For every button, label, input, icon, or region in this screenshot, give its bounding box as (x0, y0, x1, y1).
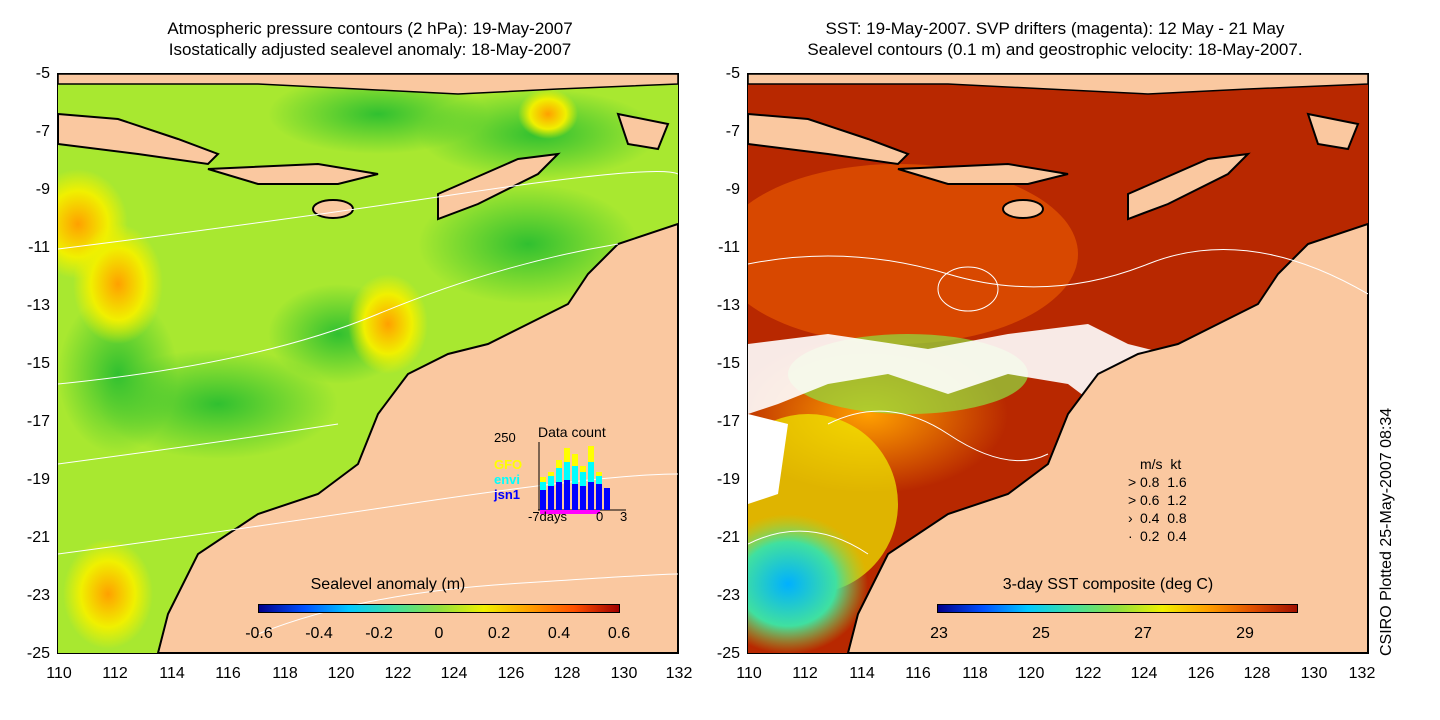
lat-tick: -25 (26, 645, 50, 662)
vel-row: >0.8 1.6 (1128, 474, 1187, 490)
lon-tick: 122 (1074, 665, 1102, 682)
lat-tick: -15 (716, 355, 740, 372)
vel-header-kt: kt (1170, 456, 1182, 472)
vel-header: m/s kt (1140, 456, 1181, 472)
sst-tick: 29 (1236, 625, 1254, 642)
vel-row: · 0.2 0.4 (1128, 528, 1187, 544)
lon-tick: 132 (665, 665, 693, 682)
ssh-tick: 0.4 (547, 625, 571, 642)
sst-colorbar-label: 3-day SST composite (deg C) (1002, 576, 1214, 593)
ssh-tick: -0.2 (365, 625, 393, 642)
lon-tick: 128 (553, 665, 581, 682)
sst-colorbar (937, 604, 1298, 613)
lon-tick: 114 (159, 665, 185, 682)
sst-tick: 25 (1032, 625, 1050, 642)
lon-tick: 112 (792, 665, 818, 682)
sst-tick: 23 (930, 625, 948, 642)
lat-tick: -23 (716, 587, 740, 604)
inset-x-right: 3 (620, 509, 628, 524)
data-count-inset: Data count 250 GFO envi jsn1 -7days 0 3 (488, 422, 638, 524)
sst-tick: 27 (1134, 625, 1152, 642)
lon-tick: 116 (215, 665, 241, 682)
ssh-tick: -0.6 (245, 625, 273, 642)
lat-tick: -13 (26, 297, 50, 314)
plot-credit: CSIRO Plotted 25-May-2007 08:34 (1378, 407, 1395, 656)
lat-tick: -5 (35, 65, 50, 82)
right-panel-title: SST: 19-May-2007. SVP drifters (magenta)… (750, 18, 1360, 60)
sst-map: m/s kt >0.8 1.6 >0.6 1.2 › 0.4 0.8 · 0.2 0… (747, 73, 1369, 654)
lon-tick: 130 (1300, 665, 1328, 682)
lat-tick: -19 (26, 471, 50, 488)
lon-tick: 112 (102, 665, 128, 682)
series-gfo: GFO (494, 457, 523, 472)
lon-tick: 110 (736, 665, 762, 682)
series-envi: envi (494, 472, 521, 487)
right-title-line2: Sealevel contours (0.1 m) and geostrophi… (807, 40, 1303, 59)
sst-map-svg (748, 74, 1368, 653)
lon-tick: 118 (962, 665, 988, 682)
lon-tick: 114 (849, 665, 875, 682)
left-title-line1: Atmospheric pressure contours (2 hPa): 1… (167, 19, 573, 38)
vel-row: › 0.4 0.8 (1128, 510, 1187, 526)
lat-tick: -13 (716, 297, 740, 314)
vel-header-ms: m/s (1140, 456, 1163, 472)
sealevel-anomaly-map: Data count 250 GFO envi jsn1 -7days 0 3 … (57, 73, 679, 654)
vel-row: >0.6 1.2 (1128, 492, 1187, 508)
lon-tick: 122 (384, 665, 412, 682)
ssh-tick: 0.2 (487, 625, 511, 642)
lon-tick: 124 (440, 665, 468, 682)
lat-tick: -15 (26, 355, 50, 372)
lon-tick: 130 (610, 665, 638, 682)
left-title-line2: Isostatically adjusted sealevel anomaly:… (168, 40, 572, 59)
lat-tick: -19 (716, 471, 740, 488)
lat-tick: -7 (35, 123, 50, 140)
ssh-tick: -0.4 (305, 625, 333, 642)
lon-tick: 132 (1348, 665, 1376, 682)
right-title-line1: SST: 19-May-2007. SVP drifters (magenta)… (825, 19, 1285, 38)
ssh-colorbar (258, 604, 620, 613)
inset-ymax: 250 (494, 430, 516, 445)
lon-tick: 116 (905, 665, 931, 682)
sealevel-map-svg (58, 74, 678, 653)
lon-tick: 124 (1130, 665, 1158, 682)
lat-tick: -7 (725, 123, 740, 140)
inset-bars (538, 442, 626, 514)
lat-tick: -25 (716, 645, 740, 662)
lon-tick: 128 (1243, 665, 1271, 682)
lat-tick: -21 (26, 529, 50, 546)
lat-tick: -9 (725, 181, 740, 198)
series-jsn1: jsn1 (494, 487, 521, 502)
lat-tick: -23 (26, 587, 50, 604)
lon-tick: 120 (327, 665, 355, 682)
lat-tick: -17 (26, 413, 50, 430)
lat-tick: -9 (35, 181, 50, 198)
lon-tick: 120 (1017, 665, 1045, 682)
lat-tick: -5 (725, 65, 740, 82)
inset-x-left: -7days (528, 509, 568, 524)
velocity-legend: m/s kt >0.8 1.6 >0.6 1.2 › 0.4 0.8 · 0.2 0… (1128, 456, 1238, 546)
lon-tick: 126 (1187, 665, 1215, 682)
lon-tick: 118 (272, 665, 298, 682)
inset-title: Data count (538, 424, 606, 440)
lon-tick: 126 (497, 665, 525, 682)
ssh-colorbar-label: Sealevel anomaly (m) (310, 576, 466, 593)
lat-tick: -21 (716, 529, 740, 546)
lon-tick: 110 (46, 665, 72, 682)
left-panel-title: Atmospheric pressure contours (2 hPa): 1… (80, 18, 660, 60)
ssh-tick: 0.6 (607, 625, 631, 642)
lat-tick: -11 (28, 239, 50, 256)
lat-tick: -11 (718, 239, 740, 256)
ssh-tick: 0 (434, 625, 444, 642)
lat-tick: -17 (716, 413, 740, 430)
inset-x-mid: 0 (596, 509, 604, 524)
